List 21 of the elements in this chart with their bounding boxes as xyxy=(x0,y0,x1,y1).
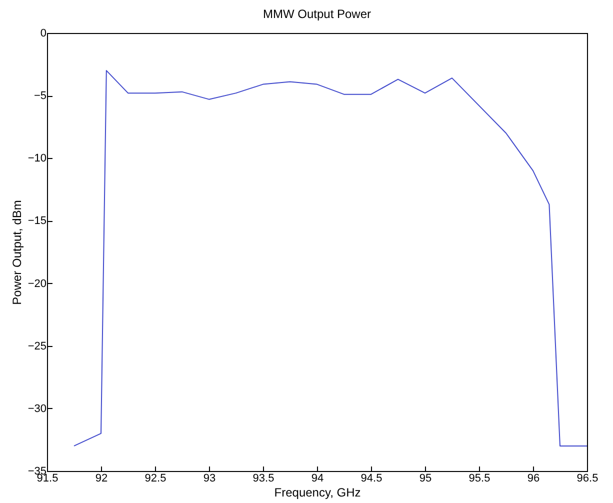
x-tick-label: 96 xyxy=(527,472,540,484)
x-tick-label: 92.5 xyxy=(144,472,166,484)
y-tick-label: −25 xyxy=(28,340,46,352)
y-tick-label: −30 xyxy=(28,402,46,415)
y-tick-label: 0 xyxy=(40,28,46,40)
x-tick-label: 96.5 xyxy=(576,472,598,484)
x-tick-label: 92 xyxy=(95,472,108,484)
x-axis-title: Frequency, GHz xyxy=(274,486,361,500)
y-tick-label: −15 xyxy=(28,215,46,228)
x-tick-label: 95.5 xyxy=(468,472,490,484)
x-tick-label: 93.5 xyxy=(252,472,274,484)
chart-title: MMW Output Power xyxy=(262,7,372,21)
x-tick-label: 94.5 xyxy=(360,472,382,484)
x-tick-label: 94 xyxy=(311,472,324,484)
y-tick-label: −20 xyxy=(28,278,46,290)
y-axis-title: Power Output, dBm xyxy=(10,200,24,305)
y-tick-label: −5 xyxy=(34,90,46,102)
line-series xyxy=(74,70,587,446)
x-tick-label: 93 xyxy=(203,472,216,484)
x-tick-label: 95 xyxy=(419,472,432,484)
y-tick-label: −10 xyxy=(28,152,46,165)
